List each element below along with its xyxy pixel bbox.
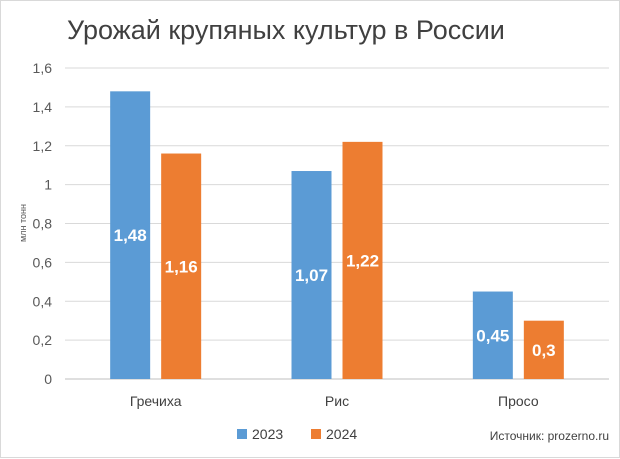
data-label: 1,22: [346, 251, 379, 270]
legend-label: 2024: [326, 426, 357, 442]
legend-swatch: [311, 429, 321, 439]
y-tick-label: 0,8: [33, 216, 53, 232]
y-tick-label: 0,2: [33, 332, 53, 348]
data-label: 1,07: [295, 266, 328, 285]
bar-2023: [110, 91, 151, 379]
bar-2024: [523, 320, 564, 379]
y-tick-label: 0,4: [33, 293, 53, 309]
legend-swatch: [237, 429, 247, 439]
x-tick-label: Рис: [325, 393, 349, 409]
y-tick-label: 1: [44, 177, 52, 193]
y-tick-label: 1,4: [33, 99, 53, 115]
x-tick-label: Просо: [498, 393, 539, 409]
data-label: 1,48: [114, 226, 147, 245]
data-label: 1,16: [165, 257, 198, 276]
bar-2023: [472, 291, 513, 379]
x-tick-label: Гречиха: [130, 393, 182, 409]
data-label: 0,3: [532, 341, 556, 360]
bar-2024: [161, 153, 202, 379]
bar-2023: [291, 171, 332, 379]
y-tick-label: 0,6: [33, 254, 53, 270]
y-tick-label: 1,6: [33, 60, 53, 76]
bar-2024: [342, 141, 383, 379]
chart-title: Урожай крупяных культур в России: [67, 15, 505, 45]
data-label: 0,45: [476, 326, 509, 345]
y-tick-label: 1,2: [33, 138, 53, 154]
y-tick-label: 0: [44, 371, 52, 387]
y-axis-label: млн тонн: [18, 204, 28, 242]
source-note: Источник: prozerno.ru: [489, 429, 609, 443]
legend-label: 2023: [252, 426, 283, 442]
